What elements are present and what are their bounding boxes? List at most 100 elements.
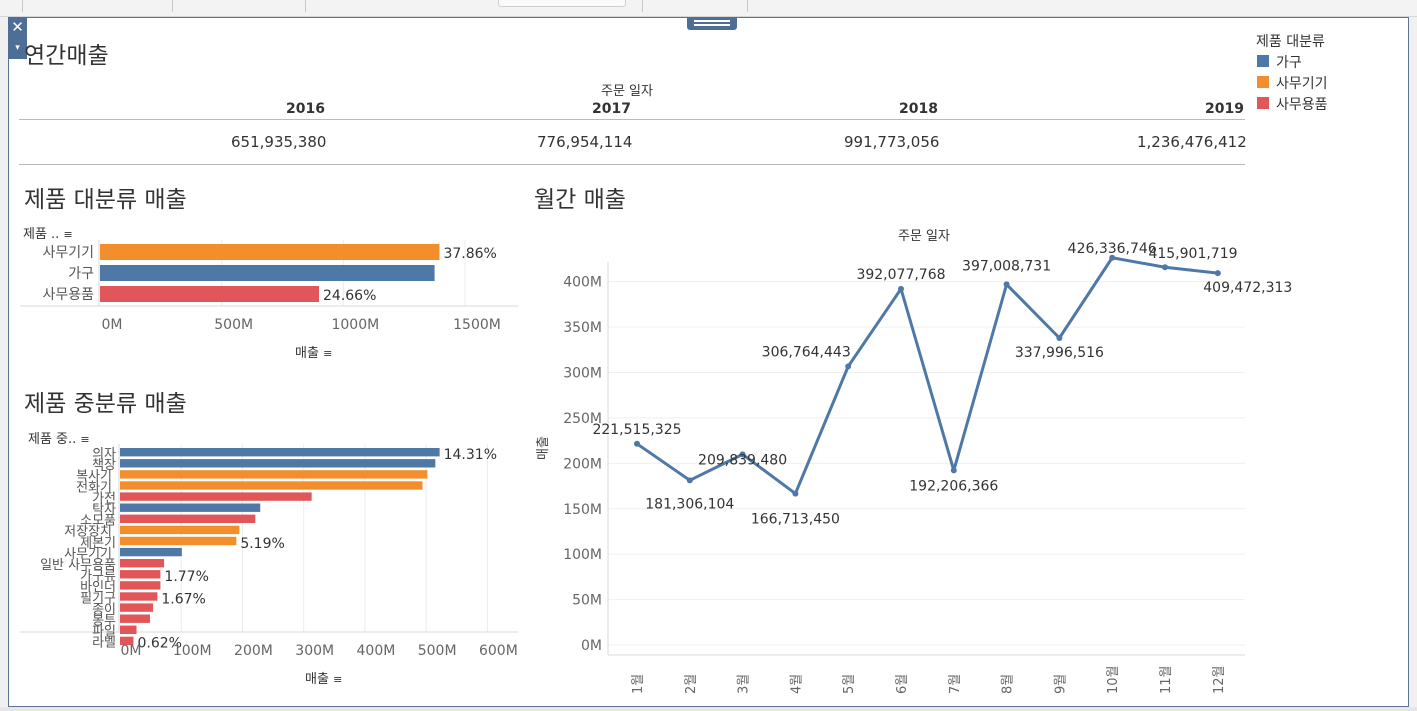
sort-icon[interactable]: ≡ bbox=[333, 673, 343, 686]
year-header: 2016 bbox=[286, 101, 325, 117]
subcategory-bar bbox=[120, 603, 154, 612]
subcategory-bar bbox=[120, 470, 428, 479]
data-point bbox=[739, 451, 746, 458]
bar-data-label: 1.77% bbox=[164, 569, 208, 585]
legend-title: 제품 대분류 bbox=[1256, 34, 1325, 50]
x-tick-label: 600M bbox=[479, 643, 518, 659]
close-icon[interactable]: ✕ bbox=[11, 18, 24, 36]
x-tick-label: 3월 bbox=[737, 674, 752, 694]
subcategory-label: 가전 bbox=[92, 491, 116, 506]
x-tick-label: 2월 bbox=[684, 674, 699, 694]
monthly-chart-title: 월간 매출 bbox=[534, 187, 626, 213]
container-controls: ✕ ▾ bbox=[8, 17, 27, 59]
subcategory-label: 봉투 bbox=[92, 614, 116, 629]
x-tick-label: 8월 bbox=[1001, 674, 1016, 694]
toolbar-field[interactable] bbox=[498, 0, 626, 7]
subcategory-label: 책장 bbox=[92, 458, 116, 473]
x-tick-label: 9월 bbox=[1053, 674, 1068, 694]
more-options-icon[interactable]: ▾ bbox=[15, 43, 20, 53]
subcategory-label: 탁자 bbox=[92, 503, 116, 518]
bar-data-label: 5.19% bbox=[240, 536, 284, 552]
sort-icon[interactable]: ≡ bbox=[323, 347, 333, 360]
subcategory-bar bbox=[120, 525, 240, 535]
y-tick-label: 400M bbox=[563, 275, 602, 291]
subcategory-bar bbox=[120, 492, 312, 501]
y-tick-label: 300M bbox=[563, 366, 602, 382]
subcategory-bar bbox=[120, 503, 261, 512]
subcategory-bar bbox=[120, 559, 165, 568]
toolbar-strip bbox=[0, 0, 1417, 17]
x-tick-label: 10월 bbox=[1106, 665, 1121, 694]
legend-item[interactable]: 사무기기 bbox=[1276, 76, 1328, 92]
subcategory-xaxis-title: 매출 ≡ bbox=[305, 668, 342, 687]
subcategory-label: 필기구 bbox=[80, 591, 116, 606]
point-data-label: 415,901,719 bbox=[1148, 246, 1237, 262]
data-point bbox=[634, 440, 640, 447]
point-data-label: 337,996,516 bbox=[1015, 345, 1104, 361]
category-bar bbox=[100, 265, 435, 281]
point-data-label: 166,713,450 bbox=[751, 512, 840, 528]
data-point bbox=[845, 363, 852, 370]
category-field-header: 제품 .. ≡ bbox=[23, 223, 73, 242]
dashboard-canvas bbox=[8, 17, 1409, 707]
data-point bbox=[950, 467, 957, 474]
category-field-label: 제품 .. bbox=[23, 227, 60, 242]
legend-item[interactable]: 사무용품 bbox=[1276, 97, 1328, 113]
x-tick-label: 0M bbox=[121, 643, 142, 659]
x-tick-label: 12월 bbox=[1212, 665, 1227, 694]
x-tick-label: 4월 bbox=[789, 674, 804, 694]
subcategory-label: 사무기기 bbox=[64, 547, 112, 562]
legend-item[interactable]: 가구 bbox=[1276, 55, 1302, 71]
subcategory-bar bbox=[120, 536, 237, 546]
subcategory-bar bbox=[120, 448, 440, 457]
point-data-label: 181,306,104 bbox=[645, 496, 734, 512]
subcategory-bar bbox=[120, 547, 182, 557]
data-point bbox=[1162, 264, 1168, 271]
x-tick-label: 1500M bbox=[453, 317, 501, 333]
y-tick-label: 200M bbox=[563, 456, 602, 472]
annual-date-header: 주문 일자 bbox=[601, 84, 653, 99]
data-point bbox=[686, 477, 693, 484]
y-tick-label: 50M bbox=[572, 593, 602, 609]
subcategory-chart-title: 제품 중분류 매출 bbox=[24, 391, 187, 417]
category-label: 사무기기 bbox=[42, 245, 94, 261]
bottom-strip bbox=[0, 707, 1417, 711]
x-tick-label: 11월 bbox=[1159, 665, 1174, 694]
year-header: 2019 bbox=[1205, 101, 1244, 117]
subcategory-bar bbox=[120, 636, 134, 646]
bar-data-label: 24.66% bbox=[323, 288, 376, 304]
subcategory-field-header: 제품 중.. ≡ bbox=[28, 428, 90, 447]
subcategory-field-label: 제품 중.. bbox=[28, 432, 77, 447]
year-sales-value: 776,954,114 bbox=[537, 133, 633, 151]
x-tick-label: 1월 bbox=[631, 674, 646, 694]
legend-swatch bbox=[1257, 97, 1269, 109]
sort-icon[interactable]: ≡ bbox=[63, 228, 73, 241]
subcategory-label: 소모품 bbox=[80, 514, 116, 529]
year-sales-value: 991,773,056 bbox=[844, 133, 940, 151]
point-data-label: 409,472,313 bbox=[1203, 280, 1292, 296]
category-label: 가구 bbox=[68, 266, 94, 282]
category-chart-title: 제품 대분류 매출 bbox=[24, 187, 187, 213]
monthly-date-header: 주문 일자 bbox=[898, 229, 950, 244]
x-tick-label: 500M bbox=[214, 317, 253, 333]
sort-icon[interactable]: ≡ bbox=[80, 433, 90, 446]
subcategory-xaxis-label: 매출 bbox=[305, 672, 329, 687]
x-tick-label: 100M bbox=[173, 643, 212, 659]
bar-data-label: 0.62% bbox=[137, 636, 181, 652]
drag-handle[interactable] bbox=[687, 17, 737, 30]
category-xaxis-label: 매출 bbox=[295, 346, 319, 361]
subcategory-label: 바인더 bbox=[80, 580, 116, 595]
subcategory-label: 전화기 bbox=[76, 480, 112, 495]
year-sales-value: 1,236,476,412 bbox=[1137, 133, 1247, 151]
point-data-label: 397,008,731 bbox=[962, 258, 1051, 274]
point-data-label: 306,764,443 bbox=[762, 344, 851, 360]
subcategory-label: 저장장치 bbox=[64, 525, 112, 540]
category-bar bbox=[100, 286, 319, 302]
point-data-label: 426,336,746 bbox=[1068, 241, 1157, 257]
monthly-sales-line bbox=[636, 256, 1218, 496]
data-point bbox=[1003, 281, 1010, 288]
x-tick-label: 5월 bbox=[842, 674, 857, 694]
subcategory-bar bbox=[120, 614, 151, 623]
data-point bbox=[1214, 270, 1221, 277]
